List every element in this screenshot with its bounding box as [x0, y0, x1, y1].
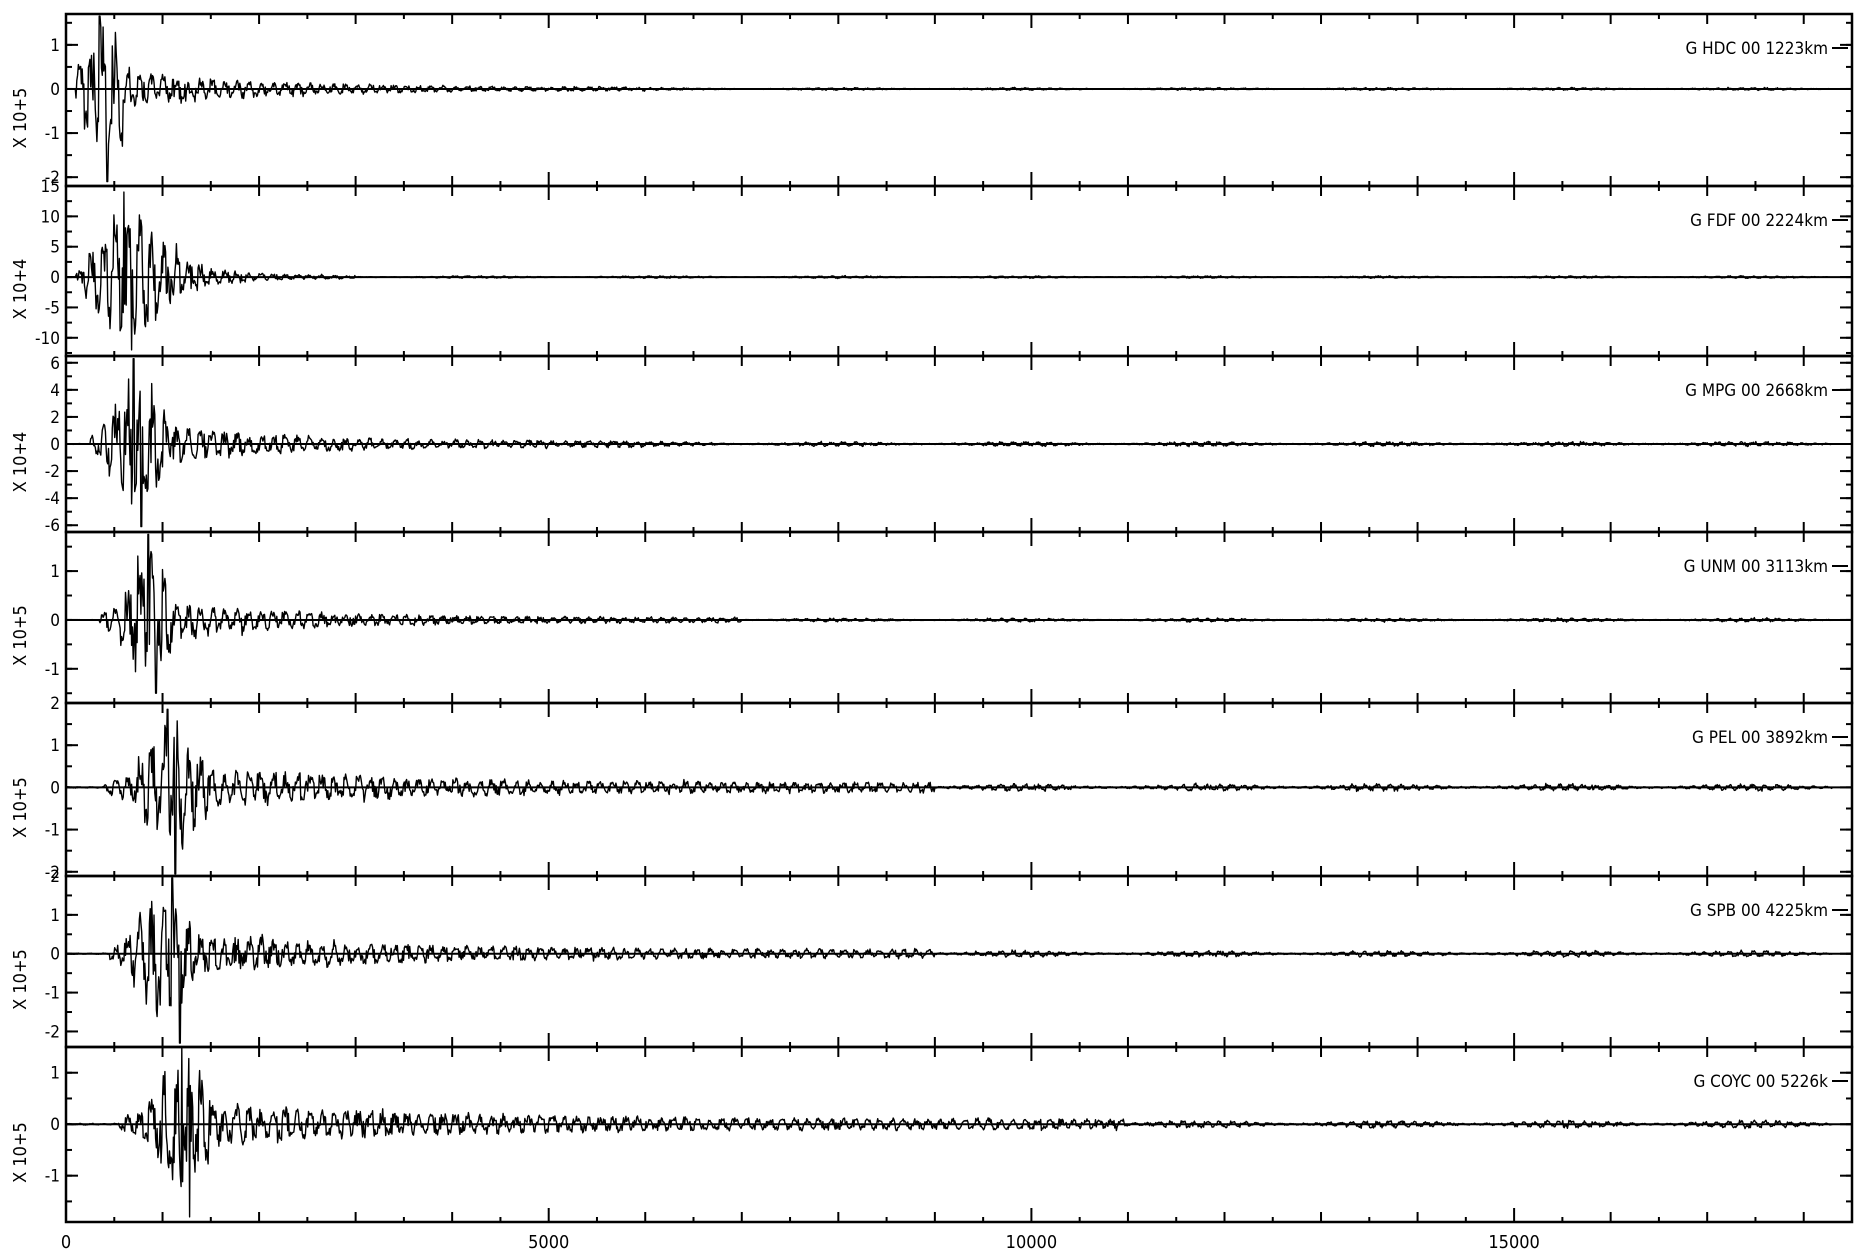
y-tick-label: 0: [50, 268, 60, 288]
station-label: G FDF 00 2224km: [1690, 211, 1828, 231]
station-label: G MPG 00 2668km: [1685, 381, 1828, 401]
y-tick-label: 5: [50, 238, 60, 258]
y-tick-label: 1: [50, 736, 60, 756]
y-tick-label: 0: [50, 435, 60, 455]
y-tick-label: 0: [50, 1115, 60, 1135]
y-scale-label: X 10+5: [10, 777, 31, 838]
y-scale-label: X 10+5: [10, 949, 31, 1010]
y-tick-label: 6: [50, 354, 60, 374]
panel-frame: [66, 14, 1852, 186]
waveform-trace: [66, 1047, 1832, 1217]
y-tick-label: -1: [45, 124, 60, 144]
y-tick-label: 0: [50, 945, 60, 965]
waveform-trace: [66, 878, 1832, 1043]
panel-1: 10-1-2X 10+5G HDC 00 1223km: [10, 14, 1852, 188]
y-tick-label: -1: [45, 1167, 60, 1187]
y-tick-label: -10: [35, 329, 60, 349]
waveform-trace: [66, 534, 1832, 693]
y-scale-label: X 10+4: [10, 259, 31, 320]
y-tick-label: 1: [50, 36, 60, 56]
y-scale-label: X 10+5: [10, 88, 31, 149]
y-tick-label: 1: [50, 906, 60, 926]
waveform-trace: [66, 16, 1832, 181]
y-scale-label: X 10+5: [10, 605, 31, 666]
y-tick-label: -5: [45, 298, 60, 318]
panel-frame: [66, 876, 1852, 1047]
panel-frame: [66, 703, 1852, 876]
y-tick-label: 10: [41, 207, 60, 227]
station-label: G PEL 00 3892km: [1692, 728, 1828, 748]
y-tick-label: 2: [50, 408, 60, 428]
x-tick-label: 10000: [1006, 1232, 1058, 1250]
x-tick-label: 15000: [1488, 1232, 1540, 1250]
y-tick-label: 2: [50, 867, 60, 887]
y-tick-label: -2: [45, 462, 60, 482]
panel-5: 210-1-2X 10+5G PEL 00 3892km: [10, 694, 1852, 883]
y-tick-label: 1: [50, 562, 60, 582]
y-tick-label: -6: [45, 516, 60, 536]
station-label: G SPB 00 4225km: [1690, 901, 1828, 921]
y-tick-label: -1: [45, 660, 60, 680]
waveform-trace: [66, 709, 1832, 874]
y-tick-label: 0: [50, 80, 60, 100]
y-scale-label: X 10+5: [10, 1122, 31, 1183]
panel-frame: [66, 1047, 1852, 1222]
waveform-trace: [66, 192, 1832, 350]
waveform-trace: [66, 359, 1832, 527]
station-label: G COYC 00 5226k: [1693, 1072, 1828, 1092]
panel-7: 1 0 -1 X 10+5 G COYC 00 5226k: [10, 1047, 1852, 1222]
panel-frame: [66, 532, 1852, 703]
x-axis: 0 5000 10000 15000: [61, 1232, 1540, 1250]
y-tick-label: 0: [50, 778, 60, 798]
panel-2: 15 10 5 0 -5 -10X 10+4 G FDF 00 2224km: [10, 177, 1852, 356]
panel-frame: [66, 186, 1852, 356]
y-tick-label: -1: [45, 821, 60, 841]
y-tick-label: 2: [50, 694, 60, 714]
y-tick-label: 1: [50, 1064, 60, 1084]
y-tick-label: 4: [50, 381, 60, 401]
y-tick-label: 0: [50, 611, 60, 631]
panel-4: 1 0 -1 X 10+5 G UNM 00 3113km: [10, 532, 1852, 703]
station-label: G HDC 00 1223km: [1685, 39, 1828, 59]
station-label: G UNM 00 3113km: [1684, 557, 1828, 577]
x-tick-label: 5000: [528, 1232, 569, 1250]
y-tick-label: 15: [41, 177, 60, 197]
y-tick-label: -2: [45, 1022, 60, 1042]
y-tick-label: -1: [45, 984, 60, 1004]
y-tick-label: -4: [45, 489, 60, 509]
x-tick-label: 0: [61, 1232, 71, 1250]
y-scale-label: X 10+4: [10, 432, 31, 493]
panel-3: 6 4 2 0 -2 -4 -6 X 10+4 G MPG 00 2668km: [10, 354, 1852, 536]
panel-6: 2 1 0 -1 -2 X 10+5 G SPB 00 4225km: [10, 867, 1852, 1047]
